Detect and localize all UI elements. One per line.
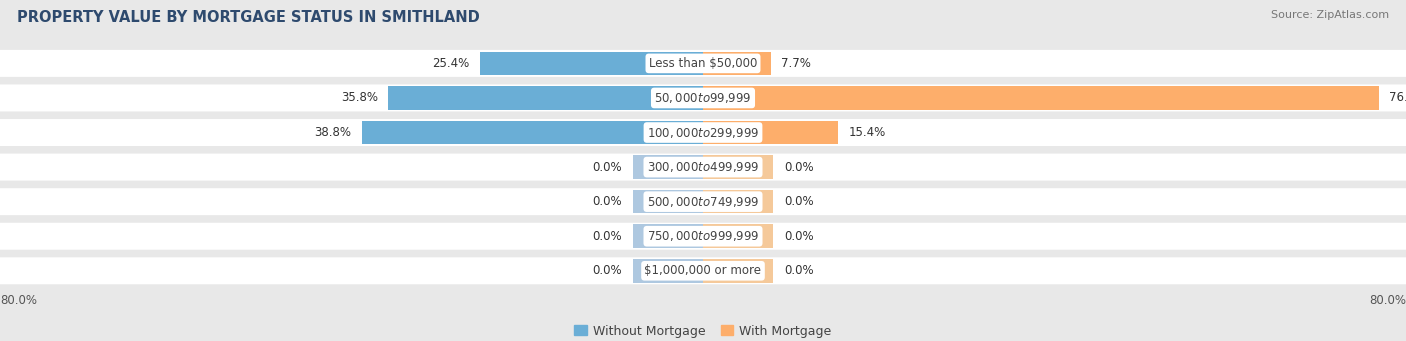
Bar [703, 155, 773, 179]
Bar [633, 259, 703, 283]
Text: 35.8%: 35.8% [340, 91, 378, 104]
Bar [633, 224, 703, 248]
FancyBboxPatch shape [0, 257, 1406, 284]
Text: 80.0%: 80.0% [1369, 294, 1406, 307]
Bar [363, 121, 703, 144]
FancyBboxPatch shape [0, 119, 1406, 146]
Bar [479, 51, 703, 75]
Text: $1,000,000 or more: $1,000,000 or more [644, 264, 762, 277]
Text: Less than $50,000: Less than $50,000 [648, 57, 758, 70]
Text: 0.0%: 0.0% [592, 264, 621, 277]
Text: Source: ZipAtlas.com: Source: ZipAtlas.com [1271, 10, 1389, 20]
Text: $50,000 to $99,999: $50,000 to $99,999 [654, 91, 752, 105]
Text: $300,000 to $499,999: $300,000 to $499,999 [647, 160, 759, 174]
Text: 15.4%: 15.4% [849, 126, 886, 139]
Text: 76.9%: 76.9% [1389, 91, 1406, 104]
Text: 0.0%: 0.0% [785, 195, 814, 208]
Text: 80.0%: 80.0% [0, 294, 37, 307]
Text: 0.0%: 0.0% [592, 230, 621, 243]
Bar [703, 190, 773, 213]
Text: $500,000 to $749,999: $500,000 to $749,999 [647, 195, 759, 209]
Bar [388, 86, 703, 110]
Text: 0.0%: 0.0% [785, 161, 814, 174]
Text: PROPERTY VALUE BY MORTGAGE STATUS IN SMITHLAND: PROPERTY VALUE BY MORTGAGE STATUS IN SMI… [17, 10, 479, 25]
Text: $750,000 to $999,999: $750,000 to $999,999 [647, 229, 759, 243]
Text: 0.0%: 0.0% [592, 161, 621, 174]
Bar [633, 190, 703, 213]
Text: 0.0%: 0.0% [785, 264, 814, 277]
Text: 7.7%: 7.7% [782, 57, 811, 70]
Legend: Without Mortgage, With Mortgage: Without Mortgage, With Mortgage [569, 320, 837, 341]
FancyBboxPatch shape [0, 188, 1406, 215]
Bar [633, 155, 703, 179]
Bar [703, 51, 770, 75]
FancyBboxPatch shape [0, 153, 1406, 181]
FancyBboxPatch shape [0, 85, 1406, 112]
Text: 25.4%: 25.4% [432, 57, 470, 70]
Bar [703, 121, 838, 144]
FancyBboxPatch shape [0, 223, 1406, 250]
Bar [703, 86, 1379, 110]
Text: $100,000 to $299,999: $100,000 to $299,999 [647, 125, 759, 139]
Bar [703, 259, 773, 283]
FancyBboxPatch shape [0, 50, 1406, 77]
Bar [703, 224, 773, 248]
Text: 0.0%: 0.0% [592, 195, 621, 208]
Text: 38.8%: 38.8% [315, 126, 352, 139]
Text: 0.0%: 0.0% [785, 230, 814, 243]
